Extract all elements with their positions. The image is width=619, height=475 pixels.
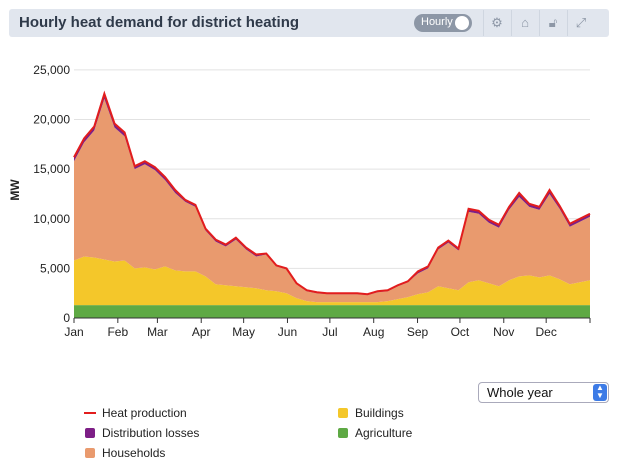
y-axis-label: MW xyxy=(8,179,22,201)
x-tick-label: May xyxy=(232,325,255,339)
legend-swatch-agriculture xyxy=(338,428,348,438)
legend-swatch-buildings xyxy=(338,408,348,418)
x-tick-label: Oct xyxy=(451,325,470,339)
home-icon[interactable]: ⌂ xyxy=(511,10,538,36)
x-tick-label: Jul xyxy=(322,325,337,339)
x-tick-label: Sep xyxy=(407,325,429,339)
toggle-knob xyxy=(455,16,469,30)
legend-swatch-heat-production xyxy=(84,412,96,414)
x-tick-label: Aug xyxy=(363,325,384,339)
legend-label: Agriculture xyxy=(355,426,413,440)
legend-label: Households xyxy=(102,446,166,460)
chart-title: Hourly heat demand for district heating xyxy=(19,14,300,31)
legend-item-distribution-losses[interactable]: Distribution losses xyxy=(84,426,244,442)
y-tick-label: 15,000 xyxy=(33,162,70,176)
fullscreen-icon[interactable]: ⤢ xyxy=(567,10,594,36)
legend-item-heat-production[interactable]: Heat production xyxy=(84,406,244,422)
x-tick-label: Apr xyxy=(192,325,211,339)
legend-label: Distribution losses xyxy=(102,426,200,440)
x-tick-label: Jun xyxy=(278,325,297,339)
legend-item-agriculture[interactable]: Agriculture xyxy=(337,426,457,442)
axes: 0 5,000 10,000 15,000 20,000 25,000 Jan Feb Mar A… xyxy=(33,63,591,339)
legend-swatch-distribution-losses xyxy=(85,428,95,438)
hourly-toggle[interactable]: Hourly xyxy=(414,14,472,32)
x-tick-label: Mar xyxy=(147,325,168,339)
x-tick-label: Dec xyxy=(536,325,557,339)
stacked-areas xyxy=(73,90,591,318)
legend-item-buildings[interactable]: Buildings xyxy=(337,406,457,422)
period-select-value: Whole year xyxy=(487,385,553,400)
hourly-toggle-label: Hourly xyxy=(421,16,453,28)
x-tick-label: Feb xyxy=(107,325,128,339)
y-tick-label: 5,000 xyxy=(40,261,70,275)
area-households xyxy=(74,98,590,303)
chart-header: Hourly heat demand for district heating … xyxy=(9,9,609,37)
legend-item-households[interactable]: Households xyxy=(84,446,244,462)
legend-label: Buildings xyxy=(355,406,404,420)
area-agriculture xyxy=(74,305,590,318)
select-arrow-icon: ▲ ▼ xyxy=(593,384,607,401)
unlock-icon[interactable]: 🔓︎ xyxy=(539,10,566,36)
y-tick-label: 20,000 xyxy=(33,113,70,127)
area-buildings xyxy=(74,256,590,306)
x-tick-label: Jan xyxy=(64,325,83,339)
line-heat-production xyxy=(73,90,591,296)
legend-swatch-households xyxy=(85,448,95,458)
x-tick-label: Nov xyxy=(493,325,514,339)
y-tick-label: 10,000 xyxy=(33,212,70,226)
y-tick-label: 25,000 xyxy=(33,63,70,77)
period-select[interactable]: Whole year ▲ ▼ xyxy=(478,382,609,403)
y-tick-label: 0 xyxy=(63,311,70,325)
legend-label: Heat production xyxy=(102,406,187,420)
area-distribution-losses xyxy=(74,93,590,296)
settings-icon[interactable]: ⚙ xyxy=(483,10,510,36)
